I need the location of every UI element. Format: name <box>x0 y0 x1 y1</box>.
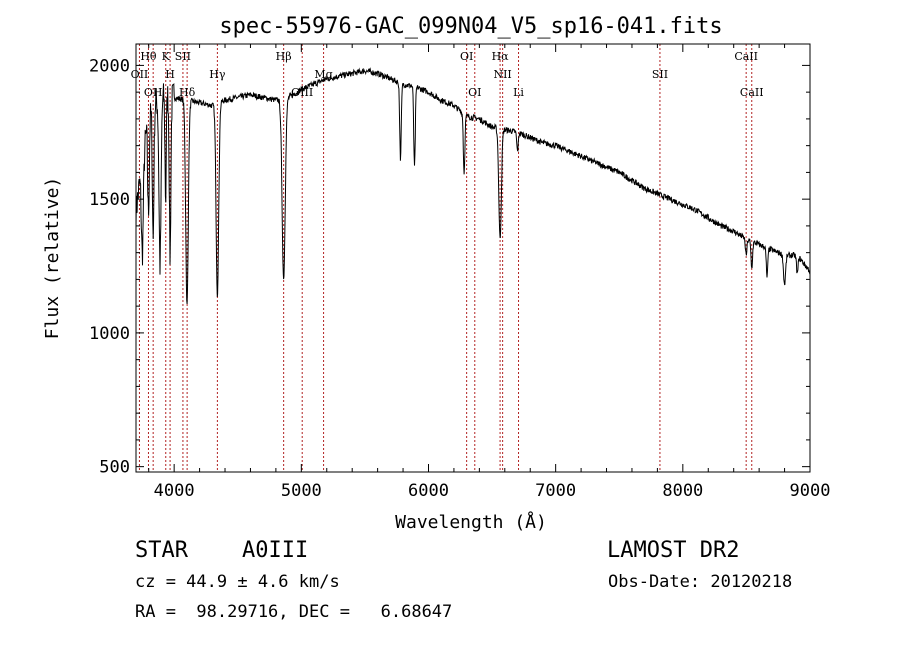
obs-date-label: Obs-Date: 20120218 <box>608 572 793 592</box>
spectrum-line <box>135 67 811 305</box>
coordinates-label: RA = 98.29716, DEC = 6.68647 <box>135 602 453 622</box>
y-tick-label: 1500 <box>89 190 130 210</box>
x-axis-label: Wavelength (Å) <box>395 511 547 533</box>
survey-label: LAMOST DR2 <box>607 538 740 563</box>
line-label: Hδ <box>179 86 196 99</box>
line-label: Hθ <box>140 50 157 63</box>
line-label: OIII <box>291 86 313 99</box>
line-label: OI <box>460 50 473 63</box>
y-axis-label: Flux (relative) <box>42 177 63 340</box>
line-label: CaII <box>734 50 758 63</box>
plot-frame <box>135 43 811 473</box>
line-label: K <box>162 50 171 63</box>
x-tick-label: 6000 <box>408 481 449 501</box>
x-tick-label: 9000 <box>790 481 831 501</box>
chart-title: spec-55976-GAC_099N04_V5_sp16-041.fits <box>219 14 722 39</box>
line-label: Hα <box>492 50 510 63</box>
line-label: NII <box>493 68 511 81</box>
x-tick-label: 7000 <box>535 481 576 501</box>
subclass-label: A0III <box>242 538 309 563</box>
line-label: H <box>165 68 175 81</box>
x-tick-label: 5000 <box>281 481 322 501</box>
line-label: OH <box>144 86 163 99</box>
redshift-label: cz = 44.9 ± 4.6 km/s <box>135 572 340 592</box>
line-label: Mg <box>314 68 332 81</box>
x-tick-label: 4000 <box>154 481 195 501</box>
line-label: Hγ <box>209 68 226 81</box>
y-tick-label: 1000 <box>89 324 130 344</box>
x-tick-label: 8000 <box>662 481 703 501</box>
line-label: SII <box>175 50 191 63</box>
spectrum-chart: spec-55976-GAC_099N04_V5_sp16-041.fits 4… <box>42 14 831 533</box>
line-label: OII <box>131 68 149 81</box>
line-label: CaII <box>740 86 764 99</box>
y-tick-label: 2000 <box>89 56 130 76</box>
class-label: STAR <box>135 538 188 563</box>
y-tick-label: 500 <box>99 458 130 478</box>
line-label: Li <box>513 86 524 99</box>
line-label: Hβ <box>276 50 292 63</box>
line-label: OI <box>468 86 481 99</box>
line-label: SII <box>652 68 668 81</box>
